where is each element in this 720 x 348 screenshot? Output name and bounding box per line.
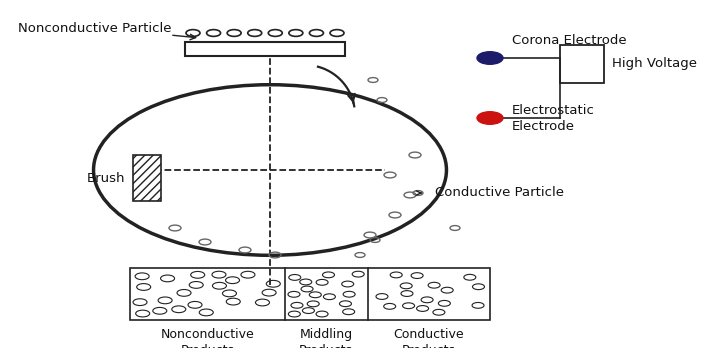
Circle shape: [477, 52, 503, 64]
Text: Middling
Products: Middling Products: [300, 328, 354, 348]
Text: Conductive Particle: Conductive Particle: [435, 187, 564, 199]
Bar: [130, 268, 490, 320]
Circle shape: [477, 112, 503, 124]
Bar: [560, 45, 604, 83]
Text: Electrostatic
Electrode: Electrostatic Electrode: [512, 103, 595, 133]
Text: Corona Electrode: Corona Electrode: [512, 33, 626, 47]
Bar: [133, 155, 161, 201]
Text: Nonconductive
Products: Nonconductive Products: [161, 328, 254, 348]
Text: Brush: Brush: [86, 172, 125, 184]
Bar: [185, 42, 345, 56]
Text: High Voltage: High Voltage: [612, 57, 697, 71]
Text: Conductive
Products: Conductive Products: [394, 328, 464, 348]
Text: Nonconductive Particle: Nonconductive Particle: [18, 22, 171, 35]
